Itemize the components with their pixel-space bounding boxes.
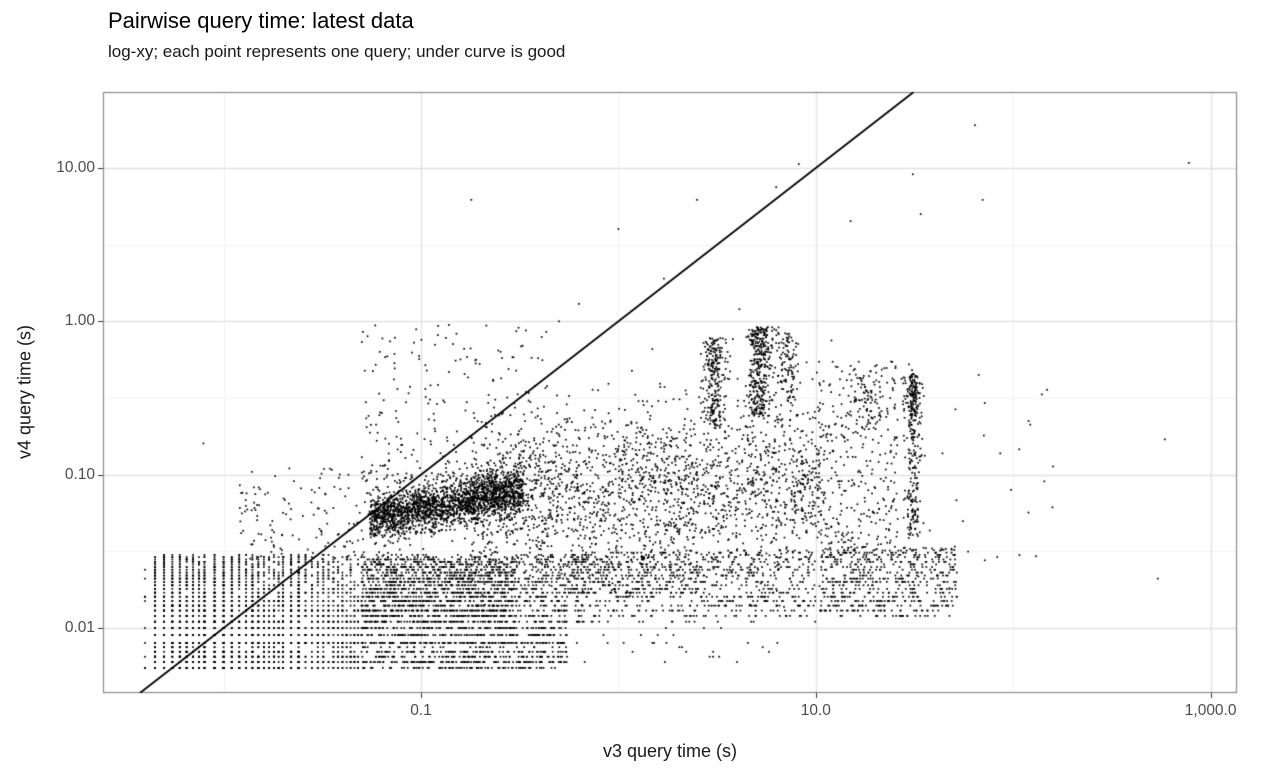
chart-subtitle: log-xy; each point represents one query;…	[108, 42, 566, 61]
y-tick-label: 0.01	[64, 619, 95, 637]
x-tick-label: 1,000.0	[1184, 702, 1237, 719]
y-tick-label: 1.00	[64, 312, 95, 330]
y-tick-label: 10.00	[56, 158, 95, 176]
x-axis-title: v3 query time (s)	[602, 741, 738, 761]
chart-title: Pairwise query time: latest data	[108, 8, 414, 33]
y-tick-label: 0.10	[64, 465, 95, 483]
y-axis-title: v4 query time (s)	[14, 324, 35, 460]
x-tick-label: 10.0	[800, 702, 831, 719]
x-tick-label: 0.1	[410, 702, 432, 719]
